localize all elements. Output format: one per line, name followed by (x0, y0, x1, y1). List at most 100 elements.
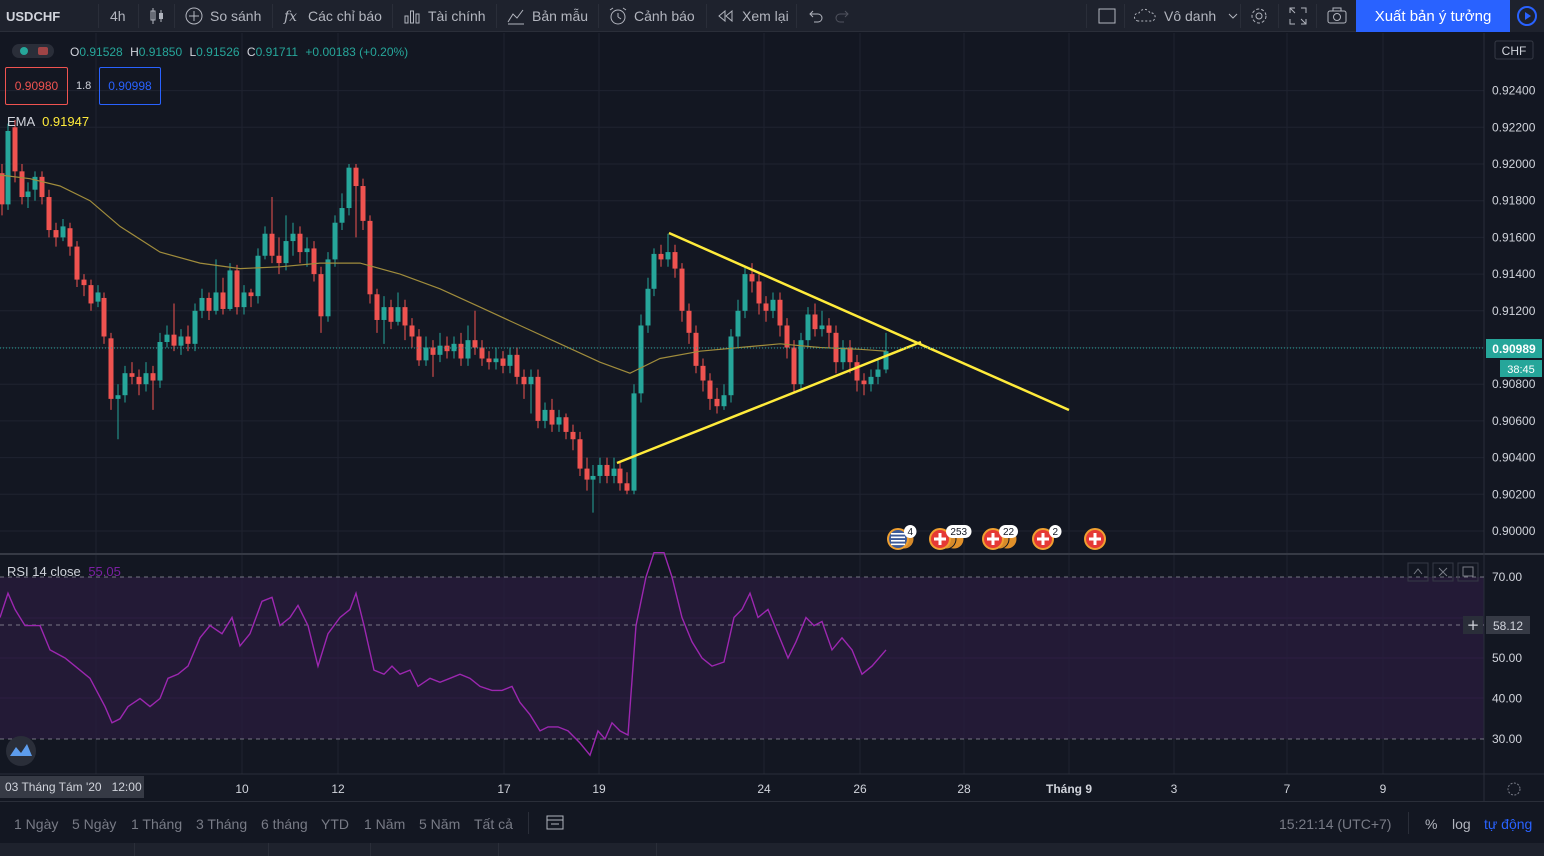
financials-button[interactable]: Tài chính (402, 0, 486, 32)
candle-body (770, 299, 776, 311)
time-axis[interactable]: 10 12 17 19 24 26 28 Tháng 9 3 7 9 (235, 782, 1386, 796)
ema-value: 0.91947 (42, 114, 90, 129)
swiss-cross-icon (934, 537, 946, 541)
publish-menu-button[interactable] (1510, 0, 1544, 32)
event-marker[interactable]: 4 (887, 525, 917, 550)
interval-button[interactable]: 4h (110, 0, 126, 32)
rsi-value: 55.05 (88, 564, 121, 579)
publish-label: Xuất bản ý tưởng (1374, 7, 1492, 25)
chart-type-button[interactable] (148, 0, 172, 32)
publish-idea-button[interactable]: Xuất bản ý tưởng (1356, 0, 1510, 32)
rsi-title: RSI 14 close (7, 564, 81, 579)
price-tick: 0.90200 (1492, 487, 1536, 501)
candle-body (563, 417, 569, 432)
candle-body (297, 233, 303, 253)
rsi-axis[interactable]: 70.00 50.00 40.00 30.00 (1492, 570, 1522, 746)
rsi-legend[interactable]: RSI 14 close 55.05 (7, 564, 121, 579)
triangle-trendlines[interactable] (616, 231, 1070, 465)
auto-scale-toggle[interactable]: tự động (1484, 816, 1533, 832)
event-marker[interactable]: 2 (1032, 525, 1062, 550)
candle-body (108, 338, 114, 399)
range-button[interactable]: 6 tháng (261, 816, 308, 832)
camera-icon (1327, 7, 1347, 24)
candle-body (381, 307, 387, 320)
price-chart[interactable]: 4 253 22 2 0.924000.922000.920000.918000.91… (0, 33, 1544, 801)
move-up-button[interactable] (1407, 562, 1429, 582)
close-pane-button[interactable] (1432, 562, 1454, 582)
time-tick: 28 (957, 782, 971, 796)
ema-legend[interactable]: EMA 0.91947 (7, 114, 89, 129)
calendar-icon (546, 815, 564, 830)
undo-button[interactable] (806, 0, 830, 32)
compare-label: So sánh (210, 8, 262, 24)
alert-button[interactable]: Cảnh báo (608, 0, 695, 32)
range-button[interactable]: 3 Tháng (196, 816, 248, 832)
series-status-toggle[interactable] (12, 44, 54, 61)
range-button[interactable]: 5 Ngày (72, 816, 117, 832)
candle-body (535, 376, 541, 421)
range-button[interactable]: YTD (321, 816, 349, 832)
us-flag-icon (891, 543, 905, 546)
upper-trendline[interactable] (668, 231, 1070, 412)
replay-button[interactable]: Xem lại (716, 0, 789, 32)
event-marker[interactable]: 22 (982, 525, 1018, 550)
snapshot-button[interactable] (1326, 0, 1354, 32)
currency-badge[interactable] (1494, 40, 1534, 60)
symbol-search[interactable]: USDCHF (6, 0, 60, 32)
price-axis[interactable]: 0.92400 0.92200 0.92000 0.91800 0.91600 0.914… (1492, 84, 1536, 538)
candle-body (604, 464, 610, 476)
ohlc-legend: O0.91528 H0.91850 L0.91526 C0.91711 +0.0… (70, 45, 408, 59)
range-button[interactable]: 5 Năm (419, 816, 461, 832)
event-count: 4 (907, 527, 913, 538)
event-marker[interactable] (1084, 528, 1106, 550)
axis-settings-icon[interactable] (1507, 782, 1521, 796)
range-button[interactable]: 1 Năm (364, 816, 406, 832)
candle-body (367, 220, 373, 295)
candle-body (472, 340, 478, 348)
buy-button[interactable]: 0.90998 (99, 67, 161, 105)
candle-body (631, 393, 637, 491)
candle-body (290, 233, 296, 242)
buy-price: 0.90998 (108, 79, 152, 93)
time-tick: 26 (853, 782, 867, 796)
settings-button[interactable] (1249, 0, 1275, 32)
maximize-pane-button[interactable] (1457, 562, 1479, 582)
indicators-button[interactable]: fx Các chỉ báo (282, 0, 382, 32)
go-to-date-button[interactable] (545, 808, 571, 836)
open-label: O (70, 45, 80, 59)
redo-button[interactable] (834, 0, 858, 32)
range-button[interactable]: Tất cả (474, 816, 513, 832)
candle-body (556, 417, 562, 425)
candle-body (763, 303, 769, 311)
range-button[interactable]: 1 Ngày (14, 816, 59, 832)
rsi-tick: 70.00 (1492, 570, 1522, 584)
time-cursor-badge (0, 776, 144, 798)
candle-body (164, 334, 170, 342)
candle-body (514, 354, 520, 377)
candle-body (241, 292, 247, 308)
candle-body (346, 167, 352, 209)
fullscreen-layout-button[interactable] (1097, 0, 1123, 32)
candle-body (402, 307, 408, 326)
clock-label[interactable]: 15:21:14 (UTC+7) (1279, 816, 1392, 832)
templates-button[interactable]: Bản mẫu (506, 0, 588, 32)
layout-menu-button[interactable]: Vô danh (1132, 0, 1246, 32)
candle-body (847, 347, 853, 363)
range-button[interactable]: 1 Tháng (131, 816, 183, 832)
rsi-crosshair-plus[interactable] (1463, 616, 1483, 634)
log-toggle[interactable]: log (1452, 816, 1471, 832)
time-tick: 24 (757, 782, 771, 796)
play-circle-icon (1517, 6, 1537, 26)
compare-button[interactable]: So sánh (184, 0, 261, 32)
economic-events[interactable]: 4 253 22 2 (887, 525, 1106, 550)
event-marker[interactable]: 253 (929, 525, 972, 550)
tradingview-logo[interactable] (6, 736, 36, 766)
candle-body (0, 173, 5, 205)
sell-button[interactable]: 0.90980 (5, 67, 68, 105)
rsi-tick: 40.00 (1492, 692, 1522, 706)
fullscreen-button[interactable] (1288, 0, 1314, 32)
candle-body (53, 230, 59, 238)
rsi-crosshair-badge (1486, 616, 1530, 634)
percent-toggle[interactable]: % (1425, 816, 1438, 832)
lower-trendline[interactable] (616, 340, 922, 465)
